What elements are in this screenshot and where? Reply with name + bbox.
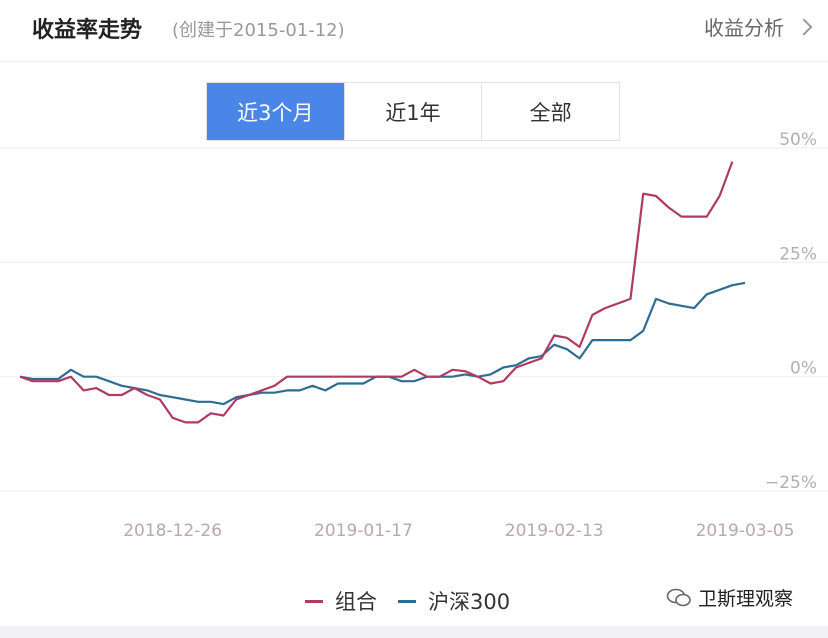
page-title: 收益率走势	[32, 18, 143, 43]
x-tick-label: 2019-02-13	[505, 521, 604, 541]
y-tick-label: 25%	[779, 244, 817, 264]
wechat-icon	[666, 588, 691, 606]
returns-line-chart: 50% 25% 0% −25% 2018-12-26 2019-01-17 2019-02-…	[0, 130, 828, 541]
x-tick-label: 2018-12-26	[123, 521, 222, 541]
legend-item-index[interactable]: 沪深300	[398, 586, 510, 616]
x-tick-label: 2019-03-05	[696, 521, 795, 541]
series-line-index	[19, 281, 746, 406]
creation-date-subtitle: (创建于2015-01-12)	[172, 20, 345, 41]
tab-3-months[interactable]: 近3个月	[207, 83, 345, 140]
legend-swatch-portfolio	[305, 599, 323, 603]
series-line-portfolio	[19, 161, 734, 424]
tab-all[interactable]: 全部	[529, 100, 572, 125]
analysis-link-label: 收益分析	[704, 16, 784, 40]
watermark-text: 卫斯理观察	[698, 588, 794, 610]
analysis-link[interactable]: 收益分析	[704, 12, 813, 41]
y-tick-label: 50%	[779, 130, 817, 150]
chart-legend: 组合 沪深300	[0, 584, 828, 620]
header: 收益率走势 (创建于2015-01-12) 收益分析	[0, 0, 828, 58]
legend-swatch-index	[398, 599, 416, 603]
time-range-tabs: 近3个月 近1年 全部	[206, 82, 620, 141]
y-tick-label: −25%	[765, 473, 817, 493]
y-tick-label: 0%	[790, 359, 817, 379]
legend-item-portfolio[interactable]: 组合	[305, 586, 377, 616]
x-tick-label: 2019-01-17	[314, 521, 413, 541]
header-divider	[0, 61, 828, 62]
bottom-strip	[0, 626, 828, 638]
tab-1-year[interactable]: 近1年	[345, 83, 483, 140]
legend-label-portfolio: 组合	[335, 590, 377, 614]
legend-label-index: 沪深300	[428, 590, 511, 614]
watermark: 卫斯理观察	[666, 584, 793, 611]
